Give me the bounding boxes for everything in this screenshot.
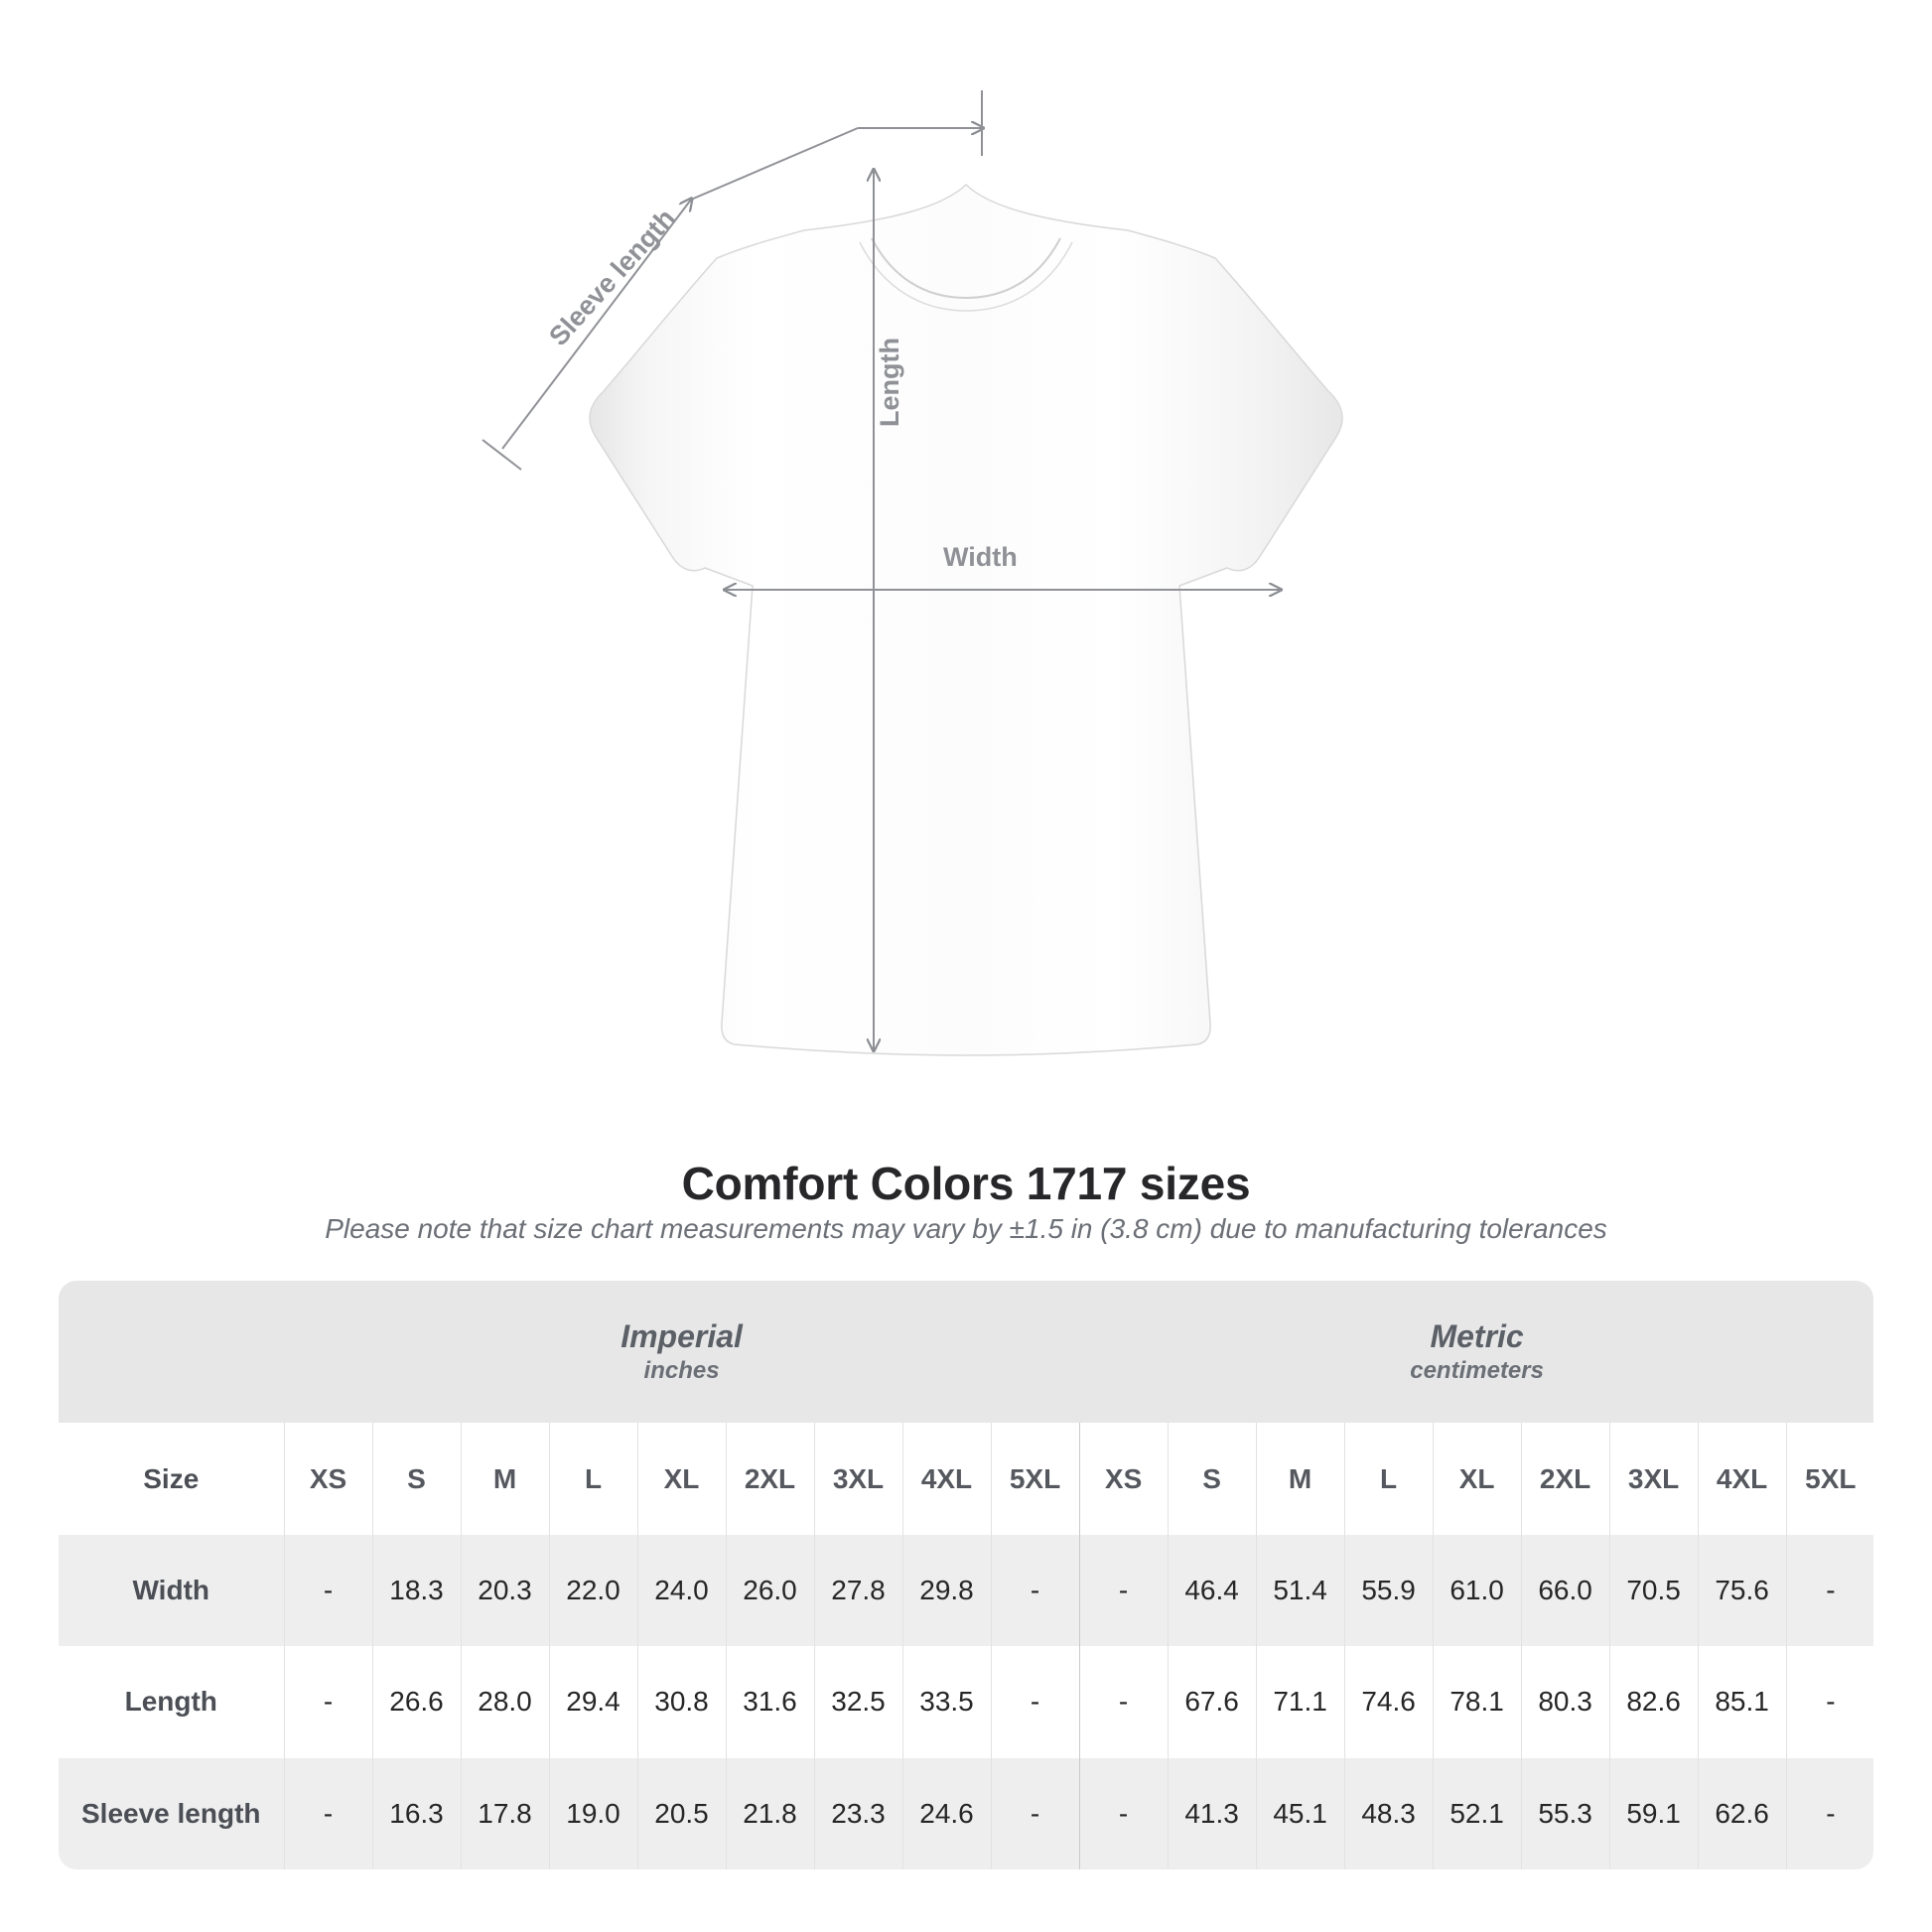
- svg-text:Width: Width: [943, 542, 1018, 572]
- svg-text:Length: Length: [875, 338, 904, 427]
